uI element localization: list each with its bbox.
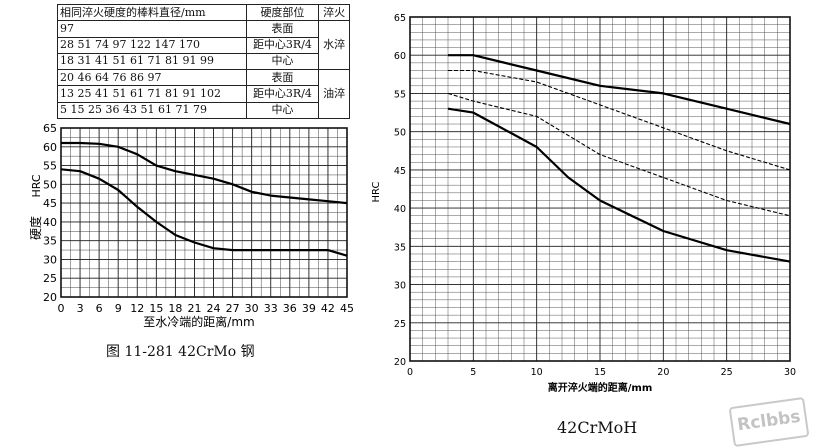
right-y-axis-label: HRC bbox=[371, 182, 382, 203]
y-tick-label: 50 bbox=[394, 128, 406, 139]
y-tick-label: 35 bbox=[43, 235, 57, 248]
y-tick-label: 65 bbox=[394, 13, 406, 24]
y-tick-label: 45 bbox=[43, 197, 57, 210]
x-tick-label: 12 bbox=[130, 302, 144, 315]
header-quench: 淬火 bbox=[318, 3, 350, 22]
y-tick-label: 55 bbox=[394, 89, 406, 100]
y-tick-label: 65 bbox=[43, 122, 57, 135]
table-row: 18 31 41 51 61 71 81 91 99 中心 bbox=[57, 52, 350, 71]
right-figure-caption: 42CrMoH bbox=[557, 418, 638, 437]
right-chart-series bbox=[447, 54, 791, 263]
y-tick-label: 20 bbox=[43, 291, 57, 304]
x-tick-label: 15 bbox=[149, 302, 163, 315]
x-tick-label: 24 bbox=[207, 302, 221, 315]
right-x-axis-label: 离开淬火端的距离/mm bbox=[548, 381, 653, 394]
right-chart-grid bbox=[409, 16, 791, 362]
y-tick-label: 40 bbox=[43, 216, 57, 229]
quench-type: 油淬 bbox=[318, 69, 350, 119]
y-tick-label: 35 bbox=[394, 242, 406, 253]
x-tick-label: 21 bbox=[187, 302, 201, 315]
series-line-1 bbox=[61, 141, 348, 205]
series-line-2 bbox=[60, 168, 348, 257]
x-tick-label: 0 bbox=[58, 302, 65, 315]
y-tick-label: 25 bbox=[394, 319, 406, 330]
left-hardness-chart: 0 3 6 9 12 15 18 21 24 27 30 33 36 39 42 45202530354045… bbox=[28, 122, 354, 329]
y-tick-label: 20 bbox=[394, 357, 406, 368]
x-tick-label: 36 bbox=[283, 302, 297, 315]
y-tick-label: 45 bbox=[394, 166, 406, 177]
x-tick-label: 20 bbox=[657, 367, 669, 378]
x-tick-label: 30 bbox=[245, 302, 259, 315]
hardness-diameter-table: 相同淬火硬度的棒料直径/mm 硬度部位 淬火 97 表面 水淬 28 51 74… bbox=[57, 3, 350, 120]
table-row: 97 表面 水淬 bbox=[57, 20, 350, 71]
x-tick-label: 15 bbox=[594, 367, 606, 378]
x-tick-label: 10 bbox=[531, 367, 543, 378]
diameter-values: 18 31 41 51 61 71 81 91 99 bbox=[57, 52, 247, 71]
x-tick-label: 5 bbox=[470, 367, 476, 378]
x-tick-label: 27 bbox=[226, 302, 240, 315]
y-tick-label: 50 bbox=[43, 178, 57, 191]
watermark-text: Rclbbs bbox=[736, 406, 802, 436]
series-line-2 bbox=[448, 69, 791, 171]
hardness-position: 表面 bbox=[245, 20, 320, 38]
left-y-axis-label: 硬度 bbox=[28, 216, 43, 240]
x-tick-label: 33 bbox=[264, 302, 278, 315]
x-tick-label: 3 bbox=[77, 302, 84, 315]
table-row: 13 25 41 51 61 71 81 91 102 距中心3R/4 bbox=[57, 85, 350, 103]
x-tick-label: 18 bbox=[168, 302, 182, 315]
diameter-values: 13 25 41 51 61 71 81 91 102 bbox=[57, 85, 247, 103]
x-tick-label: 0 bbox=[407, 367, 413, 378]
right-chart-ticks: 0 5 10 15 20 25 30 20 25 30 35 40 45 50 55 60 65 bbox=[394, 13, 796, 378]
left-chart-series bbox=[60, 141, 348, 257]
left-y-axis-unit: HRC bbox=[30, 174, 43, 197]
series-line-3 bbox=[447, 92, 791, 217]
x-tick-label: 25 bbox=[721, 367, 733, 378]
left-chart-ticks: 0 3 6 9 12 15 18 21 24 27 30 33 36 39 42 45202530354045… bbox=[43, 122, 354, 315]
y-tick-label: 60 bbox=[43, 141, 57, 154]
plot-frame bbox=[60, 127, 348, 298]
y-tick-label: 40 bbox=[394, 204, 406, 215]
plot-frame bbox=[409, 16, 791, 362]
y-tick-label: 30 bbox=[394, 281, 406, 292]
x-tick-label: 45 bbox=[340, 302, 354, 315]
y-tick-label: 30 bbox=[43, 253, 57, 266]
x-tick-label: 42 bbox=[321, 302, 335, 315]
left-chart-grid bbox=[60, 127, 348, 298]
table-row: 5 15 25 36 43 51 61 71 79 中心 bbox=[57, 101, 350, 120]
x-tick-label: 30 bbox=[784, 367, 796, 378]
y-tick-label: 60 bbox=[394, 51, 406, 62]
x-tick-label: 39 bbox=[302, 302, 316, 315]
series-line-4 bbox=[447, 107, 791, 263]
y-tick-label: 55 bbox=[43, 160, 57, 173]
left-x-axis-label: 至水冷端的距离/mm bbox=[143, 314, 254, 329]
hardness-position: 中心 bbox=[245, 101, 320, 120]
left-figure-caption: 图 11-281 42CrMo 钢 bbox=[106, 344, 255, 360]
x-tick-label: 6 bbox=[96, 302, 103, 315]
diameter-values: 5 15 25 36 43 51 61 71 79 bbox=[57, 101, 247, 120]
y-tick-label: 25 bbox=[43, 272, 57, 285]
series-line-1 bbox=[448, 54, 791, 126]
quench-type: 水淬 bbox=[318, 20, 350, 71]
x-tick-label: 9 bbox=[115, 302, 122, 315]
table-header-row: 相同淬火硬度的棒料直径/mm 硬度部位 淬火 bbox=[57, 3, 350, 22]
right-hardness-chart: 0 5 10 15 20 25 30 20 25 30 35 40 45 50 55 60 65 离开淬火端的距… bbox=[371, 13, 796, 394]
